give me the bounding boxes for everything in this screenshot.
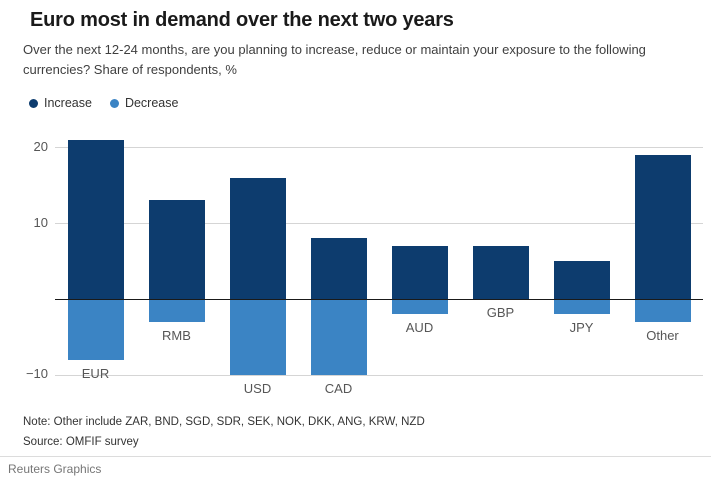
bar-increase-rmb	[148, 200, 205, 299]
bar-increase-cad	[310, 238, 367, 299]
bar-decrease-other	[634, 298, 691, 322]
reuters-graphics-credit: Reuters Graphics	[8, 461, 102, 476]
chart-note: Note: Other include ZAR, BND, SGD, SDR, …	[23, 416, 425, 428]
x-label-aud: AUD	[405, 320, 434, 336]
gridline--10	[55, 374, 703, 376]
decrease-swatch-icon	[109, 98, 119, 108]
x-label-jpy: JPY	[569, 320, 594, 336]
bar-increase-usd	[229, 177, 286, 299]
bar-decrease-cad	[310, 298, 367, 375]
legend-item-increase: Increase	[29, 96, 92, 110]
increase-swatch-icon	[29, 98, 38, 108]
bar-decrease-aud	[391, 298, 448, 315]
bar-increase-gbp	[472, 245, 529, 299]
y-tick-label: −10	[25, 366, 48, 382]
gridline-10	[55, 223, 703, 225]
x-label-cad: CAD	[324, 380, 353, 396]
bar-decrease-rmb	[148, 298, 205, 322]
x-label-gbp: GBP	[486, 304, 515, 320]
chart-subtitle: Over the next 12-24 months, are you plan…	[23, 42, 646, 77]
footer-divider	[0, 455, 711, 457]
bar-decrease-jpy	[553, 298, 610, 315]
bar-chart: 20 10 −10 EUR RMB USD CAD AUD GBP JPY Other	[26, 132, 703, 396]
y-tick-label: 20	[33, 138, 48, 154]
x-label-usd: USD	[243, 380, 272, 396]
bar-increase-jpy	[553, 261, 610, 299]
zero-axis-line	[55, 298, 703, 301]
gridline-20	[55, 147, 703, 149]
chart-title: Euro most in demand over the next two ye…	[30, 9, 454, 31]
legend: Increase Decrease	[29, 96, 711, 110]
legend-label-increase: Increase	[44, 96, 92, 110]
bar-decrease-usd	[229, 298, 286, 375]
bar-increase-eur	[67, 139, 124, 299]
plot-area: 20 10 −10 EUR RMB USD CAD AUD GBP JPY Other	[26, 132, 703, 396]
x-label-eur: EUR	[81, 365, 110, 381]
x-label-other: Other	[646, 327, 679, 343]
legend-item-decrease: Decrease	[109, 96, 179, 110]
bar-increase-aud	[391, 245, 448, 299]
chart-source: Source: OMFIF survey	[23, 435, 139, 448]
x-label-rmb: RMB	[162, 327, 191, 343]
bar-decrease-eur	[67, 298, 124, 360]
bar-increase-other	[634, 154, 691, 299]
y-tick-label: 10	[33, 214, 48, 230]
legend-label-decrease: Decrease	[124, 96, 179, 110]
